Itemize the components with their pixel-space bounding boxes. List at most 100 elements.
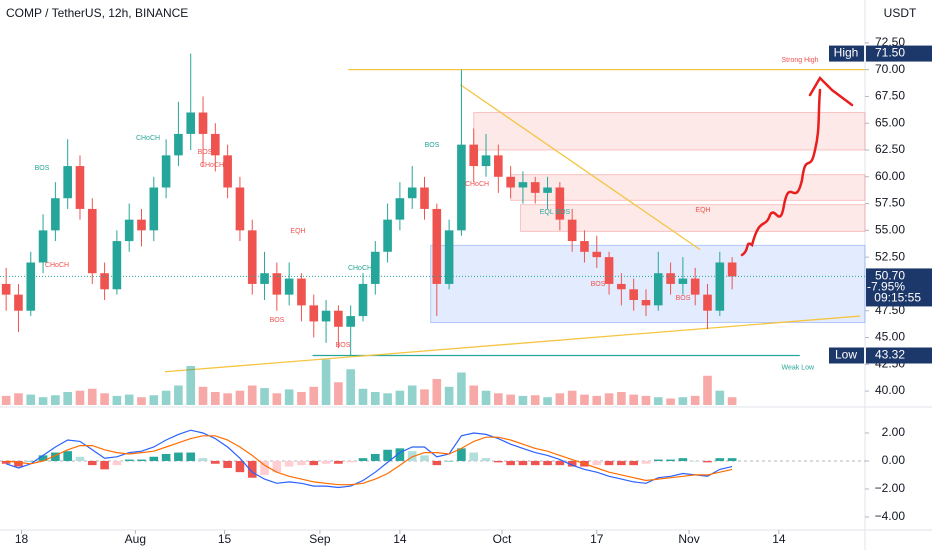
candle-body	[629, 289, 638, 300]
candle-body	[494, 155, 503, 177]
annotation: CHoCH	[45, 262, 69, 269]
macd-histogram-bar	[567, 460, 577, 467]
macd-histogram-bar	[432, 460, 442, 466]
volume-bar	[506, 394, 515, 405]
candle-body	[260, 273, 269, 284]
macd-histogram-bar	[727, 458, 737, 461]
candle-body	[469, 144, 479, 167]
candle-body	[567, 219, 577, 242]
volume-bar	[124, 394, 134, 405]
x-tick-label: 17	[590, 532, 604, 546]
volume-bar	[653, 397, 663, 405]
annotation: EQH	[695, 207, 710, 214]
signal-line	[6, 435, 733, 486]
macd-histogram-bar	[186, 452, 196, 461]
volume-bar	[346, 369, 355, 405]
y-tick-label: 0.00	[882, 453, 906, 467]
candle-body	[334, 310, 343, 327]
volume-bar	[617, 392, 626, 405]
tag-value-box	[866, 45, 932, 62]
macd-histogram-bar	[555, 460, 565, 466]
zone	[519, 204, 866, 232]
macd-histogram-bar	[715, 458, 725, 461]
volume-bar	[137, 397, 146, 405]
candle-body	[666, 273, 675, 284]
volume-bar	[14, 393, 23, 405]
annotation: BOS	[336, 342, 351, 349]
annotation: BOS	[198, 149, 213, 156]
macd-histogram-bar	[370, 453, 380, 461]
macd-histogram-bar	[247, 460, 257, 478]
macd-histogram-bar	[321, 460, 331, 464]
volume-bar	[235, 390, 245, 405]
candle-body	[223, 155, 232, 188]
candle-body	[211, 133, 220, 156]
price-tag-box	[866, 268, 932, 307]
volume-bar	[112, 395, 122, 405]
volume-bar	[530, 395, 540, 405]
volume-bar	[494, 393, 503, 405]
x-tick-label: Aug	[125, 532, 146, 546]
macd-histogram-bar	[334, 460, 343, 464]
candle-body	[14, 294, 23, 311]
macd-histogram-bar	[223, 460, 232, 468]
tag-value: 43.32	[875, 348, 905, 362]
volume-bar	[223, 393, 232, 405]
candle-body	[87, 208, 97, 274]
candle-body	[395, 198, 405, 220]
volume-bar	[555, 393, 565, 405]
macd-histogram-bar	[14, 460, 23, 467]
macd-histogram-bar	[26, 460, 36, 462]
macd-histogram-bar	[149, 456, 159, 461]
price-tag-value: 50.70	[875, 269, 905, 283]
macd-histogram-bar	[174, 452, 183, 461]
candle-body	[124, 219, 134, 242]
macd-histogram-bar	[38, 455, 48, 461]
volume-bar	[161, 390, 171, 405]
macd-histogram-bar	[494, 460, 503, 463]
candle-body	[63, 166, 72, 199]
tag-value-box	[866, 347, 932, 364]
volume-bar	[432, 379, 442, 405]
macd-histogram-bar	[530, 460, 540, 466]
volume-bar	[321, 359, 331, 405]
y-tick-label: 72.50	[875, 35, 905, 49]
candle-body	[555, 187, 565, 220]
x-tick-label: 18	[15, 532, 29, 546]
macd-histogram-bar	[469, 452, 479, 461]
candle-body	[112, 241, 122, 290]
macd-histogram-bar	[346, 460, 355, 463]
tag-name-box	[829, 45, 864, 62]
candle-body	[247, 230, 257, 284]
candle-body	[592, 251, 602, 258]
annotation: BOS	[591, 281, 606, 288]
volume-bar	[395, 390, 405, 405]
volume-bar	[604, 393, 614, 405]
candle-body	[727, 262, 737, 277]
volume-bar	[87, 388, 97, 405]
annotation: EQH	[290, 228, 305, 235]
macd-histogram-bar	[235, 460, 245, 473]
candle-body	[149, 187, 159, 231]
volume-bar	[444, 386, 454, 405]
candle-body	[1, 283, 11, 295]
macd-histogram-bar	[518, 460, 528, 466]
tag-value: 71.50	[875, 46, 905, 60]
volume-bar	[260, 388, 269, 405]
annotation: CHoCH	[465, 181, 489, 188]
drawn-arrow	[740, 75, 854, 257]
macd-histogram-bar	[543, 460, 552, 466]
candle-body	[38, 230, 48, 263]
macd-histogram-bar	[297, 460, 306, 466]
annotation: BOS	[676, 295, 691, 302]
candle-body	[321, 310, 331, 322]
volume-bar	[198, 386, 208, 405]
candle-body	[580, 241, 589, 252]
candle-body	[690, 278, 700, 295]
y-tick-label: 55.00	[875, 223, 905, 237]
y-tick-label: 45.00	[875, 330, 905, 344]
annotation: BOS	[425, 142, 440, 149]
candle-body	[235, 187, 245, 231]
macd-histogram-bar	[629, 460, 638, 466]
